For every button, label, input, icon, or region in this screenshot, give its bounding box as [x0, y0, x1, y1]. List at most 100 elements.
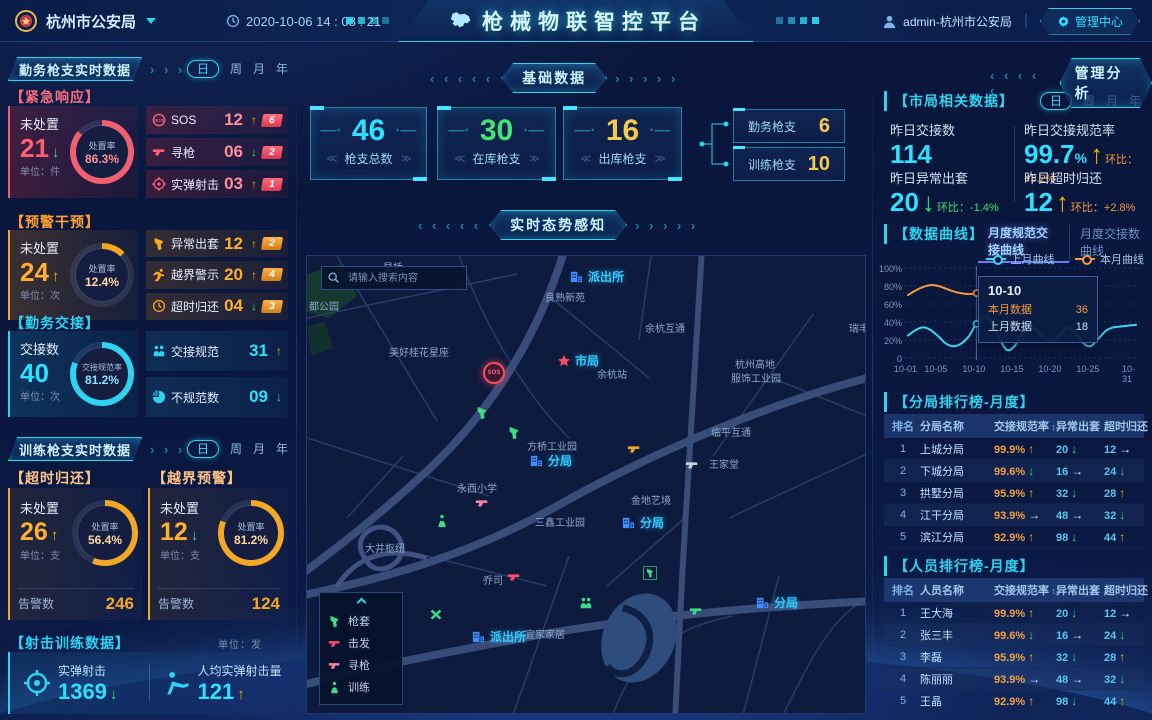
- chart-tooltip: 10-10 本月数据 36 上月数据 18: [978, 276, 1098, 343]
- emergency-row-sos[interactable]: SOS 12 6: [146, 106, 288, 134]
- map-marker-gun-pink[interactable]: [475, 496, 489, 510]
- tab-年[interactable]: 年: [275, 442, 288, 456]
- handover-row-standard[interactable]: 交接规范 31: [146, 331, 288, 371]
- map-marker-label: 分局: [548, 454, 573, 468]
- legend-collapse-button[interactable]: [328, 597, 394, 610]
- map-marker-handover[interactable]: [579, 596, 593, 610]
- analysis-button[interactable]: 管理分析: [1060, 58, 1152, 108]
- trend-up-icon: [1028, 694, 1034, 708]
- tab-年[interactable]: 年: [275, 62, 288, 76]
- column-divider: [296, 52, 297, 716]
- trend-down-icon: [251, 145, 257, 159]
- chevron-down-icon[interactable]: [146, 18, 157, 24]
- shooting-unit-label: 单位：发: [218, 640, 262, 651]
- map-marker-station[interactable]: 分局: [529, 452, 572, 469]
- trend-flat-icon: [1071, 508, 1083, 522]
- holster-green-icon: [328, 615, 341, 628]
- tab-周[interactable]: 周: [229, 62, 242, 76]
- map-marker-person[interactable]: [435, 514, 449, 528]
- map-marker-holster-br[interactable]: [643, 566, 657, 580]
- trend-down-icon: [52, 144, 60, 161]
- tab-月度交接数曲线[interactable]: 月度交接数曲线: [1068, 225, 1152, 262]
- trend-up-icon: [1028, 486, 1034, 500]
- tab-月度规范交接曲线[interactable]: 月度规范交接曲线: [978, 224, 1069, 263]
- map-marker-station[interactable]: 分局: [755, 594, 798, 611]
- tab-日[interactable]: 日: [186, 60, 219, 78]
- tab-日[interactable]: 日: [186, 440, 219, 458]
- trend-down-icon: [1071, 530, 1077, 544]
- sos-icon: [152, 113, 166, 127]
- map-marker-gun-green[interactable]: [689, 604, 703, 618]
- warning-rate-gauge: 处置率 12.4%: [70, 243, 134, 307]
- trend-down-icon: [1119, 672, 1125, 686]
- training-guns-card: 训练枪支 10: [733, 146, 845, 181]
- map-marker-holster[interactable]: [475, 406, 489, 420]
- sort-icon[interactable]: ↕: [1049, 422, 1057, 432]
- map-marker-station[interactable]: 派出所: [471, 628, 526, 645]
- legend-this-month: 本月曲线: [1075, 251, 1144, 267]
- map-marker-station[interactable]: 分局: [621, 514, 664, 531]
- x-axis-tick: 10-25: [1076, 364, 1100, 374]
- map-place-label: 宜家家居: [525, 630, 565, 641]
- emergency-row-gun-search[interactable]: 寻枪 06 2: [146, 138, 288, 166]
- boundary-section-label: 【越界预警】: [152, 470, 242, 486]
- warning-row-boundary[interactable]: 越界警示 20 4: [146, 261, 288, 289]
- map-marker-station[interactable]: 派出所: [569, 268, 624, 285]
- divider: [1014, 126, 1015, 202]
- line-marker-icon: [985, 255, 1006, 265]
- emergency-row-live-fire[interactable]: 实弹射击 03 1: [146, 170, 288, 198]
- trend-up-icon: [237, 686, 245, 703]
- map-marker-label: 分局: [774, 596, 799, 610]
- user-account[interactable]: admin-杭州市公安局: [882, 13, 1012, 30]
- warning-unhandled-value: 24: [20, 257, 49, 287]
- tab-月[interactable]: 月: [252, 442, 265, 456]
- x-axis-tick: 10-31: [1122, 364, 1136, 384]
- map-marker-tools[interactable]: [429, 608, 443, 622]
- trend-up-icon: [1028, 606, 1034, 620]
- holster-icon: [475, 406, 489, 420]
- trend-down-icon: [251, 299, 257, 313]
- tab-月[interactable]: 月: [252, 62, 265, 76]
- map-marker-gun-red[interactable]: [507, 570, 521, 584]
- handover-rate-gauge: 交接规范率 81.2%: [70, 342, 134, 406]
- situation-header: ‹ ‹ ‹ ‹ ‹ 实时态势感知 › › › › ›: [418, 210, 698, 240]
- map-marker-label: 市局: [575, 354, 600, 368]
- tools-icon: [429, 608, 443, 622]
- out-stock-guns-card: —· 16 ·— ≪ 出库枪支 ≫: [563, 106, 682, 181]
- map-marker-sos[interactable]: SOS: [483, 362, 505, 384]
- map-place-label: 杭州高地: [735, 360, 775, 371]
- warning-row-abnormal-unholster[interactable]: 异常出套 12 2: [146, 230, 288, 258]
- map-marker-hq-star[interactable]: 市局: [557, 352, 599, 369]
- target-icon: [24, 670, 50, 696]
- map-place-label: 临平互通: [711, 428, 751, 439]
- sort-icon[interactable]: ↕: [1049, 586, 1057, 596]
- map-marker-gun-gray[interactable]: [685, 458, 699, 472]
- trend-flat-icon: [1071, 464, 1083, 478]
- handover-row-nonstandard[interactable]: 不规范数 09: [146, 377, 288, 417]
- map-place-label: 乔司: [483, 576, 503, 587]
- trend-down-icon: [1071, 442, 1077, 456]
- tab-周[interactable]: 周: [229, 442, 242, 456]
- org-selector[interactable]: 杭州市公安局: [46, 13, 137, 31]
- gun-green-icon: [689, 604, 703, 618]
- map-marker-holster[interactable]: [507, 426, 521, 440]
- trend-up-icon: [51, 527, 59, 544]
- search-input[interactable]: [321, 266, 467, 290]
- map-marker-gun-orange[interactable]: [627, 442, 641, 456]
- duty-panel-header: 勤务枪支实时数据 › › › 日周月年: [8, 57, 288, 81]
- warning-row-overdue-return[interactable]: 超时归还 04 3: [146, 292, 288, 320]
- trend-flat-icon: [1028, 508, 1040, 522]
- situation-map[interactable]: 星桥良熟新苑都公园余杭互通瑞丰美好桂花星座余杭站杭州高地服饰工业园临平互通方桥工…: [306, 255, 866, 714]
- admin-center-button[interactable]: 管理中心: [1040, 8, 1140, 35]
